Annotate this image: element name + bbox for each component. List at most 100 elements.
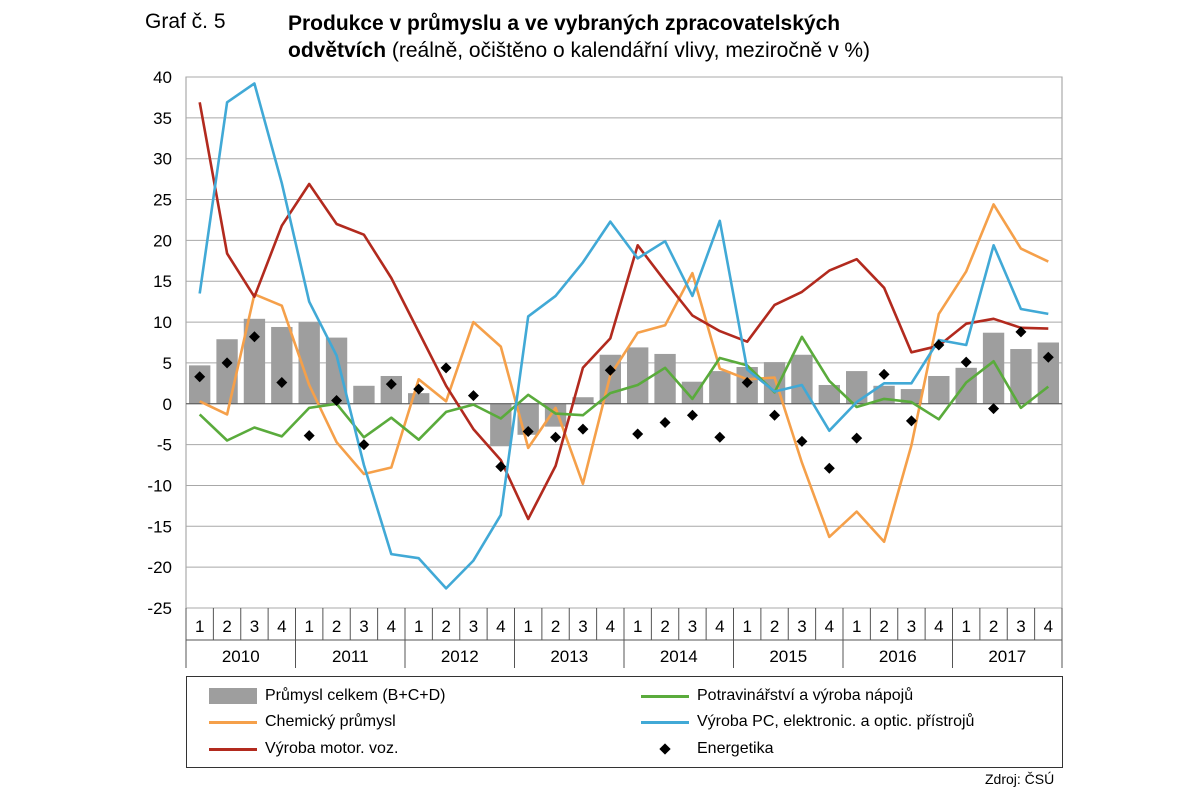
legend-label-pc: Výroba PC, elektronic. a optic. přístroj… (697, 713, 975, 730)
x-tick-label: 1 (304, 617, 313, 636)
legend-swatch-prumysl (209, 688, 257, 704)
bar (380, 375, 402, 404)
x-tick-label: 4 (387, 617, 396, 636)
y-tick-label: 25 (153, 191, 172, 210)
year-label: 2014 (660, 647, 698, 666)
bar (325, 337, 348, 404)
energetika-point (385, 378, 397, 390)
bar (846, 371, 868, 404)
x-tick-label: 4 (825, 617, 834, 636)
series-line (198, 82, 1049, 590)
energetika-point (440, 362, 452, 374)
bar (1037, 342, 1059, 404)
energetika-point (221, 357, 233, 369)
x-tick-label: 3 (907, 617, 916, 636)
x-tick-label: 4 (277, 617, 286, 636)
legend-item-motor: Výroba motor. voz. (209, 737, 398, 761)
energetika-point (823, 462, 835, 474)
x-tick-label: 3 (469, 617, 478, 636)
legend-item-energetika: Energetika (641, 737, 774, 761)
x-tick-label: 3 (797, 617, 806, 636)
energetika-point (960, 356, 972, 368)
bar (490, 403, 512, 447)
y-tick-label: 20 (153, 231, 172, 250)
bar (654, 353, 676, 404)
legend-label-potraviny: Potravinářství a výroba nápojů (697, 687, 914, 704)
legend-swatch-motor (209, 747, 257, 751)
y-tick-label: 5 (163, 354, 172, 373)
energetika-point (714, 431, 726, 443)
x-tick-label: 3 (1016, 617, 1025, 636)
y-tick-label: -10 (147, 476, 172, 495)
energetika-point (1042, 351, 1054, 363)
x-tick-label: 1 (523, 617, 532, 636)
bar (1010, 349, 1032, 404)
bar (900, 389, 923, 404)
year-label: 2011 (332, 647, 369, 666)
x-tick-label: 3 (250, 617, 259, 636)
y-tick-label: 10 (153, 313, 172, 332)
x-tick-label: 1 (742, 617, 751, 636)
title-line-2: odvětvích (reálně, očištěno o kalendářní… (288, 37, 1048, 64)
energetika-point (933, 339, 945, 351)
bar (298, 322, 320, 404)
year-label: 2015 (769, 647, 807, 666)
y-tick-label: 35 (153, 109, 172, 128)
x-tick-label: 2 (441, 617, 450, 636)
legend-swatch-pc (641, 720, 689, 724)
title-bold-part: odvětvích (288, 39, 387, 62)
legend-item-prumysl: Průmysl celkem (B+C+D) (209, 684, 445, 708)
bar (243, 318, 266, 404)
y-tick-label: 15 (153, 272, 172, 291)
energetika-point (194, 371, 206, 383)
legend-label-motor: Výroba motor. voz. (265, 740, 399, 757)
bar (189, 365, 211, 404)
legend-item-chemie: Chemický průmysl (209, 710, 396, 734)
y-tick-label: -25 (147, 599, 172, 618)
x-tick-label: 2 (332, 617, 341, 636)
energetika-point (769, 409, 781, 421)
energetika-point (659, 417, 671, 429)
energetika-point (686, 409, 698, 421)
x-tick-label: 4 (496, 617, 505, 636)
x-tick-label: 1 (414, 617, 423, 636)
year-label: 2017 (988, 647, 1026, 666)
bar (271, 326, 293, 404)
energetika-point (413, 383, 425, 395)
x-tick-label: 2 (660, 617, 669, 636)
x-tick-label: 2 (879, 617, 888, 636)
energetika-point (276, 377, 288, 389)
series-line (198, 335, 1050, 442)
y-tick-label: -20 (147, 558, 172, 577)
chart-subtitle: (reálně, očištěno o kalendářní vlivy, me… (391, 39, 871, 62)
x-tick-label: 4 (606, 617, 615, 636)
y-tick-label: 30 (153, 150, 172, 169)
legend-swatch-chemie (209, 720, 257, 724)
energetika-point (331, 395, 343, 407)
bar (818, 384, 840, 404)
legend-label-prumysl: Průmysl celkem (B+C+D) (265, 687, 446, 704)
bar (408, 393, 430, 404)
legend-swatch-potraviny (641, 694, 689, 698)
legend-item-pc: Výroba PC, elektronic. a optic. přístroj… (641, 710, 974, 734)
bar (681, 381, 704, 404)
year-label: 2012 (441, 647, 479, 666)
series-line (199, 203, 1049, 544)
y-tick-label: -5 (157, 436, 172, 455)
chart-title: Produkce v průmyslu a ve vybraných zprac… (288, 10, 1048, 64)
bar (572, 397, 594, 404)
bar (627, 347, 649, 404)
energetika-point (522, 426, 534, 438)
energetika-point (905, 415, 917, 427)
x-tick-label: 4 (934, 617, 943, 636)
x-tick-label: 1 (961, 617, 970, 636)
energetika-point (550, 431, 562, 443)
energetika-point (467, 390, 479, 402)
legend-label-energetika: Energetika (697, 740, 774, 757)
energetika-point (604, 364, 616, 376)
bar (955, 367, 977, 404)
x-tick-label: 1 (195, 617, 204, 636)
x-tick-label: 2 (551, 617, 560, 636)
